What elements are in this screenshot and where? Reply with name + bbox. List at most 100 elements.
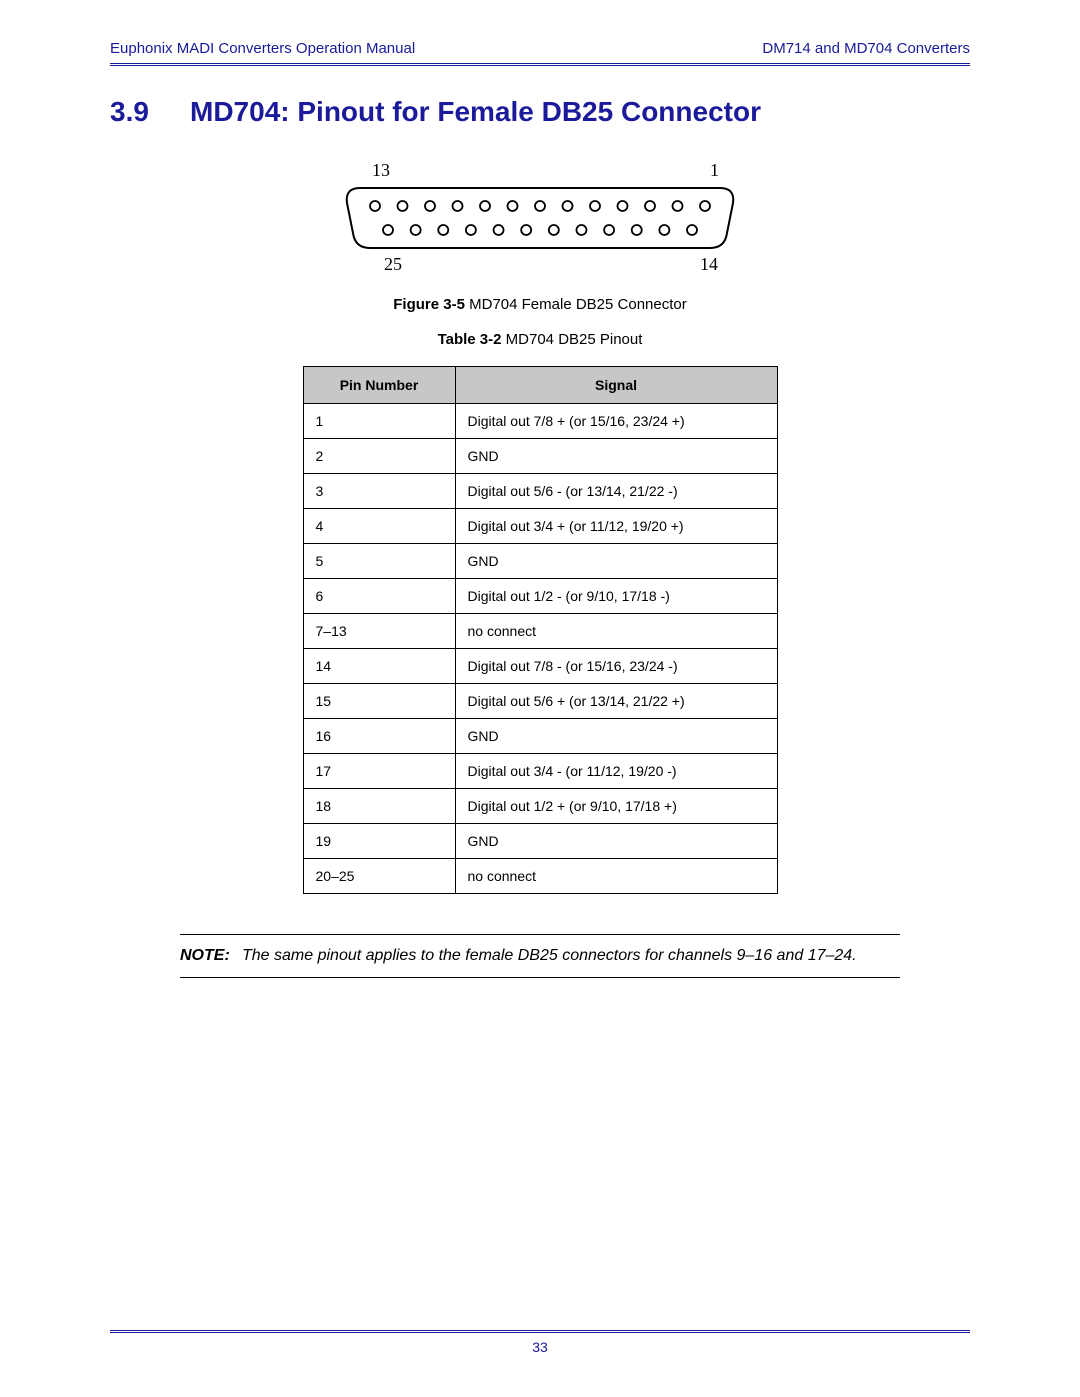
cell-signal: GND bbox=[455, 439, 777, 474]
pin-circle bbox=[700, 201, 710, 211]
cell-signal: Digital out 1/2 - (or 9/10, 17/18 -) bbox=[455, 579, 777, 614]
pin-circle bbox=[425, 201, 435, 211]
pin-circle bbox=[659, 225, 669, 235]
table-header-row: Pin Number Signal bbox=[303, 367, 777, 404]
page-footer: 33 bbox=[110, 1330, 970, 1357]
pin-circle bbox=[411, 225, 421, 235]
table-row: 7–13no connect bbox=[303, 614, 777, 649]
cell-signal: Digital out 7/8 + (or 15/16, 23/24 +) bbox=[455, 404, 777, 439]
pin-circle bbox=[521, 225, 531, 235]
table-row: 18Digital out 1/2 + (or 9/10, 17/18 +) bbox=[303, 789, 777, 824]
table-row: 5GND bbox=[303, 544, 777, 579]
cell-pin: 18 bbox=[303, 789, 455, 824]
table-row: 20–25no connect bbox=[303, 859, 777, 894]
note-rule-bottom bbox=[180, 977, 900, 978]
figure-db25: 13 1 25 14 Figure 3-5 MD704 Female DB25 … bbox=[110, 158, 970, 894]
pin-circle bbox=[590, 201, 600, 211]
cell-signal: Digital out 3/4 + (or 11/12, 19/20 +) bbox=[455, 509, 777, 544]
cell-pin: 3 bbox=[303, 474, 455, 509]
page-header: Euphonix MADI Converters Operation Manua… bbox=[110, 40, 970, 63]
page: Euphonix MADI Converters Operation Manua… bbox=[0, 0, 1080, 1397]
header-right: DM714 and MD704 Converters bbox=[762, 40, 970, 57]
pin-circle bbox=[673, 201, 683, 211]
page-number: 33 bbox=[532, 1339, 548, 1355]
table-caption: Table 3-2 MD704 DB25 Pinout bbox=[110, 331, 970, 348]
cell-signal: no connect bbox=[455, 614, 777, 649]
table-row: 4Digital out 3/4 + (or 11/12, 19/20 +) bbox=[303, 509, 777, 544]
table-row: 2GND bbox=[303, 439, 777, 474]
header-left: Euphonix MADI Converters Operation Manua… bbox=[110, 40, 415, 57]
pin-circle bbox=[370, 201, 380, 211]
cell-signal: GND bbox=[455, 544, 777, 579]
bottom-pin-row bbox=[383, 225, 697, 235]
cell-pin: 5 bbox=[303, 544, 455, 579]
pin-circle bbox=[645, 201, 655, 211]
pin-circle bbox=[618, 201, 628, 211]
section-heading: 3.9MD704: Pinout for Female DB25 Connect… bbox=[110, 96, 970, 128]
note-label: NOTE: bbox=[180, 945, 242, 967]
col-header-pin: Pin Number bbox=[303, 367, 455, 404]
cell-signal: GND bbox=[455, 719, 777, 754]
table-row: 6Digital out 1/2 - (or 9/10, 17/18 -) bbox=[303, 579, 777, 614]
pin-label-13: 13 bbox=[372, 160, 390, 180]
pin-circle bbox=[576, 225, 586, 235]
table-row: 15Digital out 5/6 + (or 13/14, 21/22 +) bbox=[303, 684, 777, 719]
footer-rule bbox=[110, 1330, 970, 1333]
table-caption-text: MD704 DB25 Pinout bbox=[502, 331, 643, 348]
cell-signal: GND bbox=[455, 824, 777, 859]
cell-pin: 7–13 bbox=[303, 614, 455, 649]
pin-circle bbox=[466, 225, 476, 235]
table-row: 17Digital out 3/4 - (or 11/12, 19/20 -) bbox=[303, 754, 777, 789]
cell-pin: 6 bbox=[303, 579, 455, 614]
table-row: 3Digital out 5/6 - (or 13/14, 21/22 -) bbox=[303, 474, 777, 509]
pin-circle bbox=[453, 201, 463, 211]
table-caption-bold: Table 3-2 bbox=[438, 331, 502, 348]
cell-signal: Digital out 7/8 - (or 15/16, 23/24 -) bbox=[455, 649, 777, 684]
pin-label-14: 14 bbox=[700, 254, 718, 274]
pin-circle bbox=[687, 225, 697, 235]
cell-signal: no connect bbox=[455, 859, 777, 894]
cell-signal: Digital out 1/2 + (or 9/10, 17/18 +) bbox=[455, 789, 777, 824]
figure-caption-text: MD704 Female DB25 Connector bbox=[465, 296, 687, 313]
table-body: 1Digital out 7/8 + (or 15/16, 23/24 +)2G… bbox=[303, 404, 777, 894]
table-row: 1Digital out 7/8 + (or 15/16, 23/24 +) bbox=[303, 404, 777, 439]
pin-label-1: 1 bbox=[710, 160, 719, 180]
pin-circle bbox=[604, 225, 614, 235]
pin-circle bbox=[494, 225, 504, 235]
cell-signal: Digital out 5/6 - (or 13/14, 21/22 -) bbox=[455, 474, 777, 509]
header-rule bbox=[110, 63, 970, 66]
cell-pin: 20–25 bbox=[303, 859, 455, 894]
table-row: 16GND bbox=[303, 719, 777, 754]
table-row: 19GND bbox=[303, 824, 777, 859]
section-number: 3.9 bbox=[110, 96, 190, 128]
figure-caption: Figure 3-5 MD704 Female DB25 Connector bbox=[110, 296, 970, 313]
cell-pin: 2 bbox=[303, 439, 455, 474]
figure-caption-bold: Figure 3-5 bbox=[393, 296, 465, 313]
db25-connector-diagram: 13 1 25 14 bbox=[330, 158, 750, 278]
cell-pin: 14 bbox=[303, 649, 455, 684]
cell-pin: 17 bbox=[303, 754, 455, 789]
note-block: NOTE:The same pinout applies to the fema… bbox=[180, 934, 900, 978]
table-row: 14Digital out 7/8 - (or 15/16, 23/24 -) bbox=[303, 649, 777, 684]
section-title-text: MD704: Pinout for Female DB25 Connector bbox=[190, 96, 761, 127]
cell-pin: 19 bbox=[303, 824, 455, 859]
pin-circle bbox=[480, 201, 490, 211]
note-text: NOTE:The same pinout applies to the fema… bbox=[180, 935, 900, 977]
pin-circle bbox=[398, 201, 408, 211]
top-pin-row bbox=[370, 201, 710, 211]
pin-circle bbox=[508, 201, 518, 211]
col-header-signal: Signal bbox=[455, 367, 777, 404]
pin-circle bbox=[535, 201, 545, 211]
pin-circle bbox=[563, 201, 573, 211]
pin-circle bbox=[632, 225, 642, 235]
cell-pin: 4 bbox=[303, 509, 455, 544]
cell-signal: Digital out 3/4 - (or 11/12, 19/20 -) bbox=[455, 754, 777, 789]
connector-outline bbox=[347, 188, 733, 248]
pin-circle bbox=[549, 225, 559, 235]
pin-circle bbox=[438, 225, 448, 235]
cell-pin: 1 bbox=[303, 404, 455, 439]
note-body: The same pinout applies to the female DB… bbox=[242, 945, 892, 967]
cell-pin: 16 bbox=[303, 719, 455, 754]
cell-signal: Digital out 5/6 + (or 13/14, 21/22 +) bbox=[455, 684, 777, 719]
pinout-table: Pin Number Signal 1Digital out 7/8 + (or… bbox=[303, 366, 778, 894]
